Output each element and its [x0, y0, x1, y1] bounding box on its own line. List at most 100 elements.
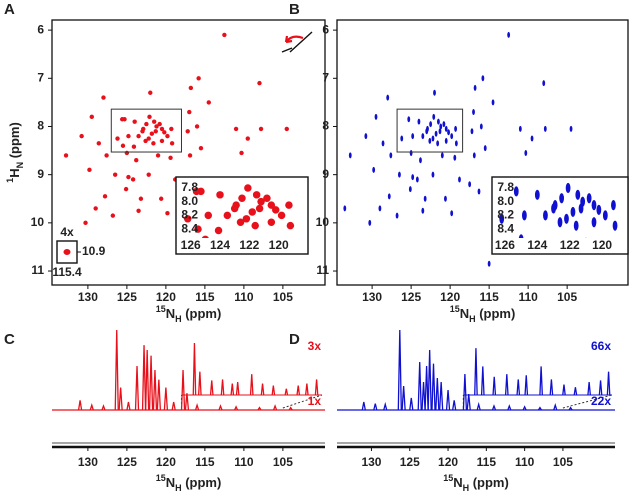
peak	[224, 318, 231, 325]
peak	[118, 387, 123, 411]
peak	[553, 403, 558, 411]
peak	[407, 116, 411, 123]
x-tick-label: 110	[234, 290, 254, 304]
scale-label: 3x	[308, 339, 322, 353]
peak	[417, 236, 424, 243]
peak	[470, 128, 474, 135]
inset-y-tick-label: 8.4	[497, 221, 514, 235]
peak	[408, 186, 412, 193]
peak	[411, 133, 415, 140]
peak	[239, 150, 244, 156]
peak	[490, 323, 495, 333]
axis-label-part: N	[15, 162, 25, 169]
y-tick-label: 11	[316, 263, 329, 277]
peak	[480, 366, 485, 396]
peak	[110, 213, 116, 218]
peak	[165, 211, 170, 216]
peak	[320, 239, 327, 246]
inset-y-tick-label: 8.0	[181, 194, 198, 208]
peak	[446, 183, 451, 193]
peak	[368, 219, 372, 226]
peak	[564, 213, 569, 224]
y-tick-label: 9	[322, 167, 329, 181]
axis-label-part: H	[175, 483, 182, 493]
peak	[364, 133, 368, 140]
peak	[444, 137, 448, 144]
peak	[573, 387, 578, 396]
peak	[468, 181, 472, 188]
peak	[389, 152, 393, 159]
peak	[209, 380, 214, 396]
peak	[381, 140, 385, 147]
peak	[386, 94, 390, 101]
peak	[603, 320, 608, 330]
peak	[570, 206, 576, 218]
peak	[417, 361, 422, 411]
peak	[329, 290, 336, 297]
y-tick-label: 8	[37, 119, 44, 133]
peak	[343, 205, 347, 212]
inset-y-tick-label: 8.4	[181, 221, 198, 235]
peak	[120, 143, 126, 148]
peak	[159, 196, 164, 201]
inset-x-tick-label: 122	[239, 238, 259, 252]
panel-label: A	[4, 1, 15, 18]
axis-label-part: 15	[443, 473, 453, 483]
peak	[134, 365, 140, 411]
peak	[156, 379, 162, 411]
peak	[233, 126, 239, 132]
peak	[407, 201, 414, 208]
peak	[562, 384, 566, 396]
peak	[235, 381, 240, 396]
y-tick-label: 10	[31, 215, 45, 229]
peak	[143, 138, 148, 144]
peak	[598, 380, 603, 396]
peak	[397, 329, 402, 411]
peak	[473, 84, 477, 91]
peak	[120, 117, 125, 122]
peak	[143, 314, 150, 321]
peak	[453, 154, 457, 161]
peak	[348, 152, 352, 159]
peak	[257, 406, 262, 411]
peak	[93, 206, 98, 211]
peak	[534, 189, 540, 200]
axis-label-part: 1	[5, 178, 15, 183]
peak	[171, 401, 176, 411]
peak	[458, 176, 461, 183]
peak	[596, 204, 602, 215]
peak	[248, 208, 257, 216]
peak	[356, 164, 363, 171]
x-tick-label: 130	[78, 290, 98, 304]
peak	[316, 205, 323, 212]
peak	[549, 379, 554, 396]
y-tick-label: 6	[322, 22, 329, 36]
peak	[429, 121, 433, 128]
peak	[476, 401, 481, 411]
peak	[442, 121, 446, 128]
y-tick-label: 7	[322, 70, 329, 84]
peak	[415, 176, 419, 183]
peak	[201, 235, 209, 238]
peak	[152, 369, 158, 411]
peak	[272, 404, 278, 411]
axis-label-part: H	[175, 314, 182, 324]
peak	[126, 174, 131, 180]
peak	[431, 171, 435, 178]
peak	[400, 135, 404, 142]
peak	[144, 121, 149, 127]
y-tick-label: 11	[31, 263, 44, 277]
peak	[194, 403, 200, 411]
peak	[263, 194, 271, 202]
peak	[454, 313, 459, 323]
peak	[89, 403, 94, 411]
peak	[585, 237, 587, 238]
peak	[230, 383, 235, 396]
peak	[169, 141, 175, 146]
peak	[232, 201, 240, 209]
peak	[473, 296, 478, 306]
peak	[431, 363, 436, 411]
axis-label-part: N	[166, 306, 175, 321]
inset-peaks	[446, 182, 618, 333]
peak	[477, 238, 482, 248]
